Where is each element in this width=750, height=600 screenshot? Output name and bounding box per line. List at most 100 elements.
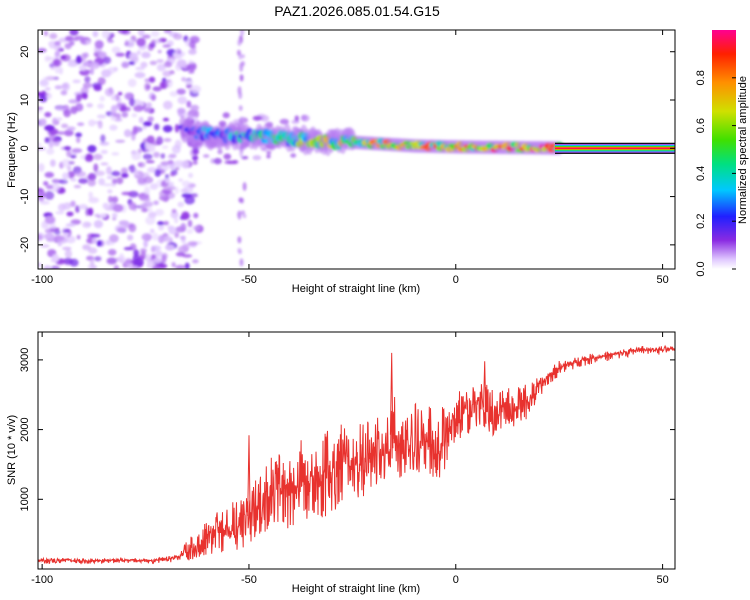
noise-blob	[119, 253, 125, 261]
noise-blob	[179, 235, 186, 240]
spectrogram-content	[38, 30, 675, 269]
noise-blob	[187, 64, 195, 69]
noise-blob	[174, 186, 179, 195]
noise-blob	[163, 235, 173, 244]
noise-blob	[130, 56, 139, 62]
noise-blob	[80, 92, 88, 99]
noise-blob	[89, 257, 95, 266]
snr-series-line	[38, 344, 675, 565]
noise-blob	[75, 171, 87, 178]
noise-blob	[72, 79, 81, 84]
noise-blob	[137, 162, 146, 168]
noise-blob	[54, 235, 65, 242]
noise-blob	[156, 63, 166, 72]
noise-blob	[116, 177, 124, 185]
noise-blob	[121, 173, 129, 178]
noise-blob	[188, 49, 197, 55]
noise-blob	[44, 171, 55, 178]
noise-blob	[147, 167, 158, 173]
x-tick-label: -100	[31, 274, 53, 286]
noise-blob	[88, 207, 94, 216]
noise-blob	[184, 262, 190, 269]
noise-blob	[101, 30, 111, 39]
noise-blob	[158, 223, 165, 231]
snr-x-ticks: -100 -50 0 50	[31, 332, 669, 586]
noise-blob	[156, 59, 164, 63]
noise-blob	[127, 78, 137, 88]
noise-blob	[57, 242, 62, 247]
x-tick-label: 0	[453, 274, 459, 286]
noise-blob	[139, 197, 151, 202]
noise-blob	[48, 140, 54, 149]
colorbar-tick-label: 0.8	[695, 70, 707, 85]
noise-blob	[131, 132, 136, 141]
noise-blob	[58, 179, 68, 185]
noise-blob	[192, 259, 199, 264]
noise-blob	[193, 212, 199, 219]
noise-blob	[106, 175, 114, 180]
noise-blob	[176, 88, 186, 95]
noise-blob	[62, 246, 72, 251]
noise-blob	[97, 120, 103, 129]
noise-blob	[51, 254, 60, 263]
noise-blob	[84, 154, 94, 162]
noise-blob	[54, 117, 63, 121]
noise-blob	[100, 162, 109, 166]
noise-blob	[174, 232, 180, 238]
noise-blob	[154, 250, 163, 258]
noise-blob	[140, 61, 148, 68]
x-tick-label: -100	[31, 574, 53, 586]
noise-blob	[171, 262, 176, 268]
noise-blob	[155, 208, 165, 216]
noise-blob	[121, 191, 132, 196]
spectrogram-y-ticks: -20 -10 0 10 20	[19, 46, 675, 253]
noise-blob	[163, 61, 173, 68]
noise-blob	[173, 160, 185, 168]
noise-blob	[44, 111, 52, 118]
noise-blob	[181, 180, 191, 188]
noise-blob	[294, 115, 300, 122]
noise-blob	[149, 60, 157, 66]
noise-blob	[84, 76, 91, 83]
noise-blob	[142, 153, 153, 160]
noise-blob	[165, 244, 175, 251]
noise-blob	[93, 153, 103, 160]
y-tick-label: 10	[19, 94, 31, 106]
noise-blob	[174, 167, 180, 170]
noise-blob	[152, 232, 159, 241]
noise-blob	[148, 76, 156, 83]
noise-blob	[82, 221, 92, 229]
noise-blob	[162, 44, 171, 48]
noise-blob	[173, 33, 183, 40]
noise-blob	[94, 40, 104, 49]
noise-blob	[121, 111, 129, 118]
noise-blob	[237, 236, 242, 244]
noise-blob	[239, 258, 244, 267]
snr-content	[38, 344, 675, 565]
noise-blob	[136, 37, 146, 47]
noise-blob	[54, 85, 63, 90]
noise-blob	[146, 102, 152, 108]
noise-blob	[109, 234, 119, 243]
noise-blob	[62, 229, 71, 233]
noise-blob	[92, 30, 99, 38]
noise-blob	[71, 148, 83, 153]
noise-blob	[242, 213, 247, 219]
noise-blob	[279, 118, 289, 125]
noise-blob	[186, 100, 192, 108]
noise-blob	[85, 207, 90, 217]
noise-blob	[38, 191, 46, 198]
noise-blob	[60, 55, 67, 60]
noise-blob	[239, 116, 244, 120]
noise-blob	[82, 40, 87, 45]
noise-blob	[156, 136, 164, 146]
noise-blob	[87, 247, 98, 254]
noise-blob	[107, 189, 113, 194]
noise-blob	[189, 40, 196, 49]
carrier-band	[555, 147, 675, 149]
snr-peak-spike	[483, 361, 487, 424]
noise-blob	[177, 107, 186, 114]
noise-blob	[134, 171, 140, 176]
noise-blob	[43, 181, 49, 186]
